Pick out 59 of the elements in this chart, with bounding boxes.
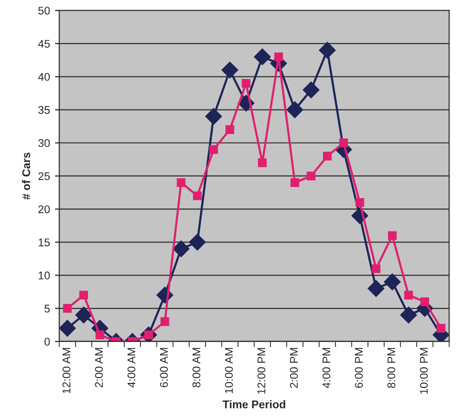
point <box>404 290 413 300</box>
point <box>258 158 267 168</box>
y-tick-label: 45 <box>38 40 50 48</box>
point <box>254 48 271 66</box>
point <box>63 304 72 313</box>
point <box>290 178 300 187</box>
y-tick-label: 40 <box>38 72 50 81</box>
point <box>372 264 380 273</box>
x-tick-label: 12:00 PM <box>257 348 266 394</box>
point <box>188 234 206 251</box>
y-tick-label: 30 <box>38 139 50 148</box>
x-tick-label: 8:00 PM <box>387 348 396 388</box>
point <box>96 330 104 340</box>
y-tick-label: 20 <box>38 205 50 214</box>
point <box>318 42 336 59</box>
x-tick-label: 10:00 AM <box>224 348 233 394</box>
point <box>274 52 283 62</box>
point <box>368 280 384 297</box>
point <box>226 125 234 134</box>
point <box>286 101 304 118</box>
point <box>160 317 170 326</box>
y-tick-label: 5 <box>44 304 50 313</box>
point <box>79 290 88 300</box>
x-tick-label: 4:00 PM <box>322 348 330 388</box>
point <box>306 172 316 180</box>
point <box>209 145 218 154</box>
point <box>193 192 202 200</box>
x-tick-label: 6:00 PM <box>354 348 363 388</box>
y-tick-label: 25 <box>38 172 50 180</box>
point <box>355 198 364 207</box>
point <box>339 138 348 148</box>
point <box>242 78 250 88</box>
x-tick-label: 2:00 PM <box>290 348 298 388</box>
point <box>221 62 238 78</box>
x-tick-label: 12:00 AM <box>62 348 70 394</box>
y-tick-label: 0 <box>44 338 50 346</box>
y-axis-title: # of Cars <box>22 152 30 200</box>
point <box>388 231 397 240</box>
point <box>205 108 222 125</box>
x-tick-label: 6:00 AM <box>160 348 168 388</box>
x-tick-label: 8:00 AM <box>192 348 200 388</box>
y-tick-label: 10 <box>38 272 50 280</box>
point <box>384 274 401 290</box>
y-tick-label: 15 <box>38 238 50 246</box>
point <box>176 178 186 187</box>
x-tick-label: 2:00 AM <box>95 348 103 388</box>
point <box>302 82 320 98</box>
point <box>59 320 76 337</box>
x-tick-label: 4:00 AM <box>127 348 136 388</box>
point <box>172 240 190 258</box>
point <box>400 306 417 324</box>
point <box>75 306 92 324</box>
y-tick-label: 35 <box>38 106 50 114</box>
point <box>322 152 332 160</box>
x-axis-title: Time Period <box>222 400 286 408</box>
point <box>436 324 446 333</box>
y-tick-label: 50 <box>38 6 50 15</box>
point <box>420 297 430 306</box>
x-tick-label: 10:00 PM <box>420 348 428 394</box>
